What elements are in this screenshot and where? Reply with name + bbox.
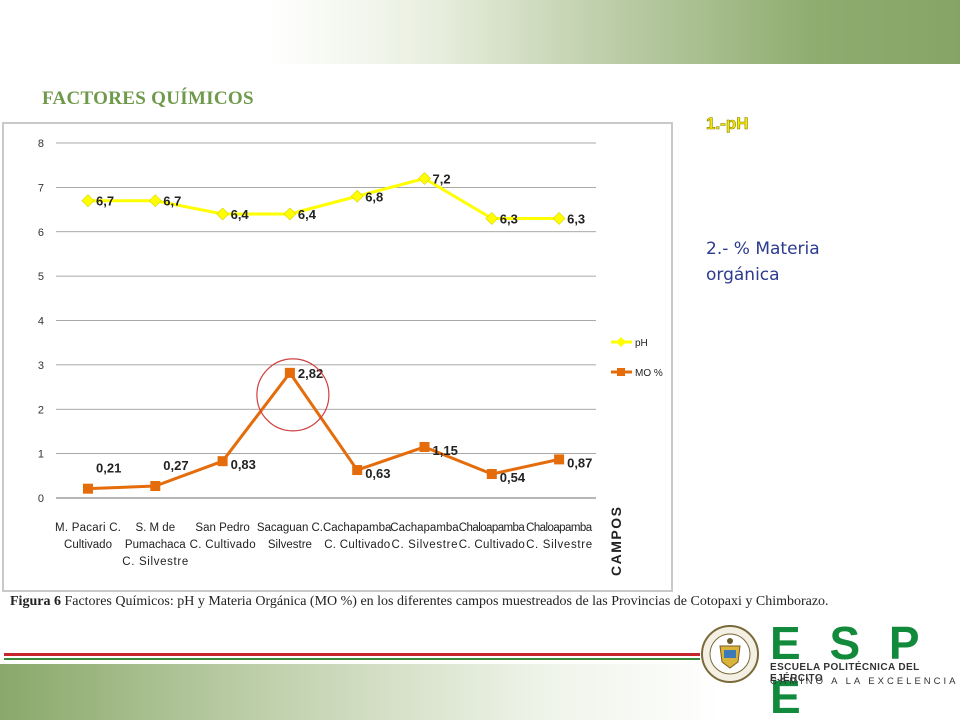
ph-point	[283, 207, 297, 221]
y-tick-label: 6	[38, 227, 44, 239]
ph-point	[552, 212, 566, 225]
header-band	[0, 0, 960, 64]
data-label: 6,8	[365, 189, 383, 204]
data-label: 0,21	[96, 461, 121, 476]
x-tick-label: C. Cultivado	[324, 539, 390, 551]
legend-label: pH	[635, 338, 648, 349]
mo-point	[150, 481, 161, 492]
side-item-materia-organica: 2.- % Materia orgánica	[706, 236, 856, 288]
x-tick-label: San Pedro	[195, 522, 249, 534]
ph-point	[81, 194, 95, 208]
x-tick-label: Cultivado	[64, 539, 112, 551]
y-tick-label: 7	[38, 182, 44, 194]
mo-point	[284, 367, 295, 378]
x-tick-label: C. Silvestre	[392, 539, 458, 551]
mo-point	[217, 456, 228, 467]
y-tick-label: 1	[38, 449, 44, 461]
legend-label: MO %	[635, 368, 663, 379]
y-tick-label: 0	[38, 493, 44, 505]
data-label: 6,4	[298, 207, 317, 222]
line-chart: 0 1 2 3 4 5 6 7 8 M. Pacari C. Cultivado S. M de Pum…	[38, 138, 663, 576]
x-tick-label: C. Cultivado	[190, 539, 256, 551]
ph-point	[418, 172, 431, 185]
divider-red	[4, 653, 700, 656]
series-line-mo	[87, 371, 560, 491]
data-label: 0,54	[500, 470, 526, 485]
legend-marker-mo	[617, 368, 625, 376]
espe-logo-letters: E S P E	[770, 617, 927, 723]
mo-point	[419, 441, 430, 452]
data-label: 0,87	[567, 455, 592, 470]
divider-green	[4, 658, 700, 660]
mo-point	[486, 469, 497, 480]
x-tick-label: Cachapamba	[323, 522, 392, 534]
y-tick-label: 4	[38, 316, 44, 328]
x-tick-label: S. M de	[135, 522, 175, 534]
x-axis-title: CAMPOS	[608, 506, 624, 576]
highlight-circle	[256, 358, 330, 432]
x-tick-label: Cachapamba	[390, 522, 459, 534]
mo-point	[352, 465, 363, 476]
y-tick-label: 5	[38, 271, 44, 283]
x-tick-label: Chaloapamba	[526, 522, 593, 534]
data-label: 7,2	[433, 172, 451, 187]
data-label: 0,83	[231, 457, 256, 472]
data-label: 0,63	[365, 466, 390, 481]
mo-point	[554, 454, 565, 465]
x-tick-label: Chaloapamba	[459, 522, 526, 534]
footer-band	[0, 664, 960, 720]
x-tick-label: Silvestre	[268, 539, 312, 551]
y-tick-label: 3	[38, 360, 44, 372]
legend-marker-ph	[616, 337, 626, 347]
data-label: 6,3	[500, 211, 518, 226]
data-label: 6,7	[163, 194, 181, 209]
figure-caption: Figura 6 Factores Químicos: pH y Materia…	[10, 592, 910, 611]
caption-label: Figura 6	[10, 594, 61, 609]
data-label: 1,15	[433, 443, 458, 458]
x-tick-label: C. Silvestre	[122, 556, 188, 568]
series-line-ph	[88, 177, 560, 220]
data-label: 6,3	[567, 211, 585, 226]
mo-point	[83, 483, 93, 494]
x-tick-label: C. Cultivado	[459, 539, 525, 551]
data-label: 0,27	[163, 458, 188, 473]
slide-title: FACTORES QUÍMICOS	[42, 88, 254, 109]
data-label: 6,7	[96, 194, 114, 209]
ph-point	[148, 194, 162, 208]
espe-institution-name: ESCUELA POLITÉCNICA DEL EJÉRCITO	[770, 662, 920, 684]
chart-frame: 0 1 2 3 4 5 6 7 8 M. Pacari C. Cultivado S. M de Pum…	[2, 122, 673, 592]
x-tick-label: Sacaguan C.	[257, 522, 323, 534]
side-item-ph: 1.-pH	[706, 114, 749, 134]
data-label: 2,82	[298, 366, 323, 381]
ph-point	[485, 212, 499, 225]
caption-text: Factores Químicos: pH y Materia Orgánica…	[60, 594, 829, 609]
data-label: 6,4	[231, 207, 250, 222]
x-tick-label: C. Silvestre	[526, 539, 592, 551]
y-tick-label: 8	[38, 138, 44, 150]
y-tick-label: 2	[38, 404, 44, 416]
ph-point	[216, 207, 230, 221]
espe-motto: CAMINO A LA EXCELENCIA	[770, 676, 959, 687]
ph-point	[350, 189, 364, 203]
espe-seal-icon	[701, 625, 759, 683]
x-tick-label: Pumachaca	[125, 539, 186, 551]
x-tick-label: M. Pacari C.	[55, 522, 121, 534]
side-item-mo-text: 2.- % Materia orgánica	[706, 239, 820, 285]
